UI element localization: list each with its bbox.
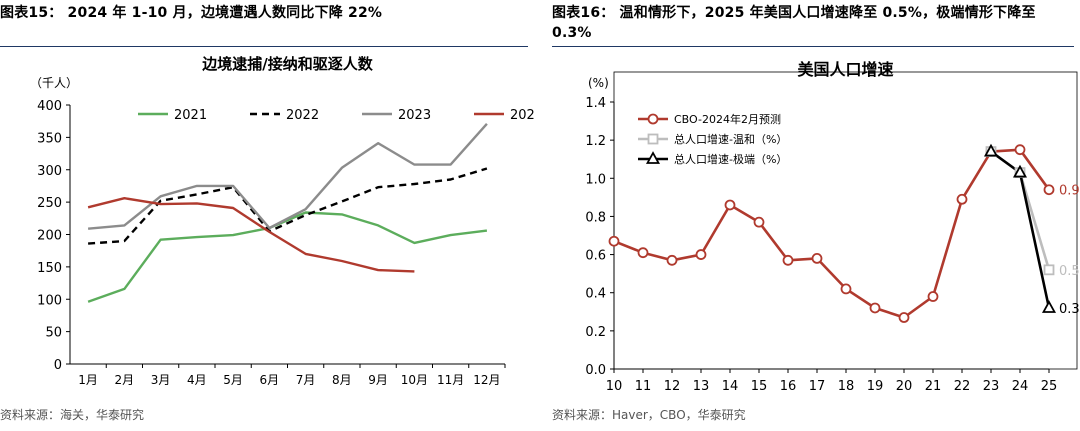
right-series-point-0 <box>898 312 910 323</box>
right-x-tick-label: 25 <box>1041 379 1058 394</box>
right-y-tick-label: 1.2 <box>585 134 606 149</box>
right-series-point-0 <box>1014 144 1026 156</box>
left-figure-title: 图表15： 2024 年 1-10 月，边境遭遇人数同比下降 22% <box>0 5 383 21</box>
right-series-point-2 <box>1041 300 1057 313</box>
left-x-tick-label: 4月 <box>187 373 207 387</box>
right-y-tick-label: 0.6 <box>585 249 606 264</box>
left-x-tick-label: 8月 <box>332 373 352 387</box>
right-legend-marker-1 <box>647 133 659 145</box>
right-series-point-2 <box>983 143 999 157</box>
right-x-tick-label: 12 <box>664 379 681 394</box>
left-series-line-2024 <box>87 197 415 273</box>
left-x-tick-label: 2月 <box>115 373 135 387</box>
right-x-tick-label: 17 <box>809 379 826 394</box>
right-legend-label-1: 总人口增速-温和（%） <box>674 132 787 146</box>
right-chart-title: 美国人口增速 <box>797 60 893 79</box>
right-x-tick-label: 19 <box>867 379 884 394</box>
right-legend-marker-2 <box>645 151 661 164</box>
right-x-tick-label: 10 <box>606 379 623 394</box>
right-x-tick-label: 18 <box>838 379 855 394</box>
left-source-note: 资料来源：海关，华泰研究 <box>0 408 145 422</box>
right-end-label: 0.9 <box>1059 184 1080 199</box>
right-series-point-0 <box>724 199 736 211</box>
left-title-rule <box>0 46 528 47</box>
left-y-tick-label: 250 <box>37 196 62 211</box>
left-x-tick-label: 6月 <box>260 373 280 387</box>
right-chart: 美国人口增速 (%) 0.0 0.2 0.4 0.6 0.8 1.0 1.2 1.4 10 11 12 1… <box>585 60 1080 394</box>
right-y-tick-label: 0.0 <box>585 363 606 378</box>
right-x-tick-label: 14 <box>722 379 739 394</box>
left-x-tick-label: 11月 <box>437 373 464 387</box>
right-x-tick-label: 16 <box>780 379 797 394</box>
right-series-point-0 <box>608 235 620 247</box>
left-x-tick-label: 7月 <box>296 373 316 387</box>
right-y-tick-label: 1.0 <box>585 172 606 187</box>
left-y-tick-label: 300 <box>37 164 62 179</box>
right-x-tick-label: 24 <box>1012 379 1029 394</box>
right-figure-panel: 图表16： 温和情形下，2025 年美国人口增速降至 0.5%，极端情形下降至 … <box>552 0 1080 431</box>
left-series-line-2022 <box>88 167 488 245</box>
right-figure-title: 图表16： 温和情形下，2025 年美国人口增速降至 0.5%，极端情形下降至 … <box>552 5 1036 41</box>
left-y-tick-label: 100 <box>37 293 62 308</box>
left-x-tick-label: 10月 <box>401 373 428 387</box>
left-legend-label-2024: 2024 <box>510 108 534 123</box>
right-title-rule <box>552 46 1074 47</box>
right-legend-label-0: CBO-2024年2月预测 <box>674 112 781 126</box>
right-series-point-0 <box>869 302 881 314</box>
left-chart-title: 边境逮捕/接纳和驱逐人数 <box>201 55 373 73</box>
right-series-point-0 <box>666 254 678 266</box>
right-series-point-2 <box>1012 164 1028 178</box>
right-x-tick-label: 13 <box>693 379 710 394</box>
right-y-tick-label: 0.2 <box>585 325 606 340</box>
left-legend-label-2023: 2023 <box>398 108 431 123</box>
right-legend-marker-0 <box>647 113 659 125</box>
right-x-tick-label: 23 <box>983 379 1000 394</box>
left-y-tick-label: 350 <box>37 131 62 146</box>
right-x-tick-label: 11 <box>635 379 652 394</box>
left-chart: 边境逮捕/接纳和驱逐人数 （千人） 0 50 100 150 200 250 300 350 400… <box>30 55 534 387</box>
left-legend-label-2021: 2021 <box>174 108 207 123</box>
right-series-point-0 <box>956 193 968 205</box>
right-unit-label: (%) <box>588 76 609 90</box>
right-series-point-0 <box>1043 184 1055 196</box>
right-series-line-0 <box>613 148 1051 319</box>
right-series-point-0 <box>840 283 852 295</box>
right-legend-label-2: 总人口增速-极端（%） <box>674 152 787 166</box>
right-end-label: 0.3 <box>1059 302 1080 317</box>
right-series-point-0 <box>753 216 765 228</box>
right-x-tick-label: 21 <box>925 379 942 394</box>
left-legend-label-2022: 2022 <box>286 108 319 123</box>
left-x-tick-label: 9月 <box>368 373 388 387</box>
right-source-note: 资料来源：Haver，CBO，华泰研究 <box>552 408 746 422</box>
right-x-tick-label: 22 <box>954 379 971 394</box>
left-x-tick-label: 12月 <box>473 373 500 387</box>
left-y-tick-label: 150 <box>37 261 62 276</box>
right-series-point-0 <box>927 291 939 302</box>
right-series-point-0 <box>637 247 649 259</box>
right-series-point-0 <box>695 249 707 260</box>
right-end-label: 0.5 <box>1059 264 1080 279</box>
left-y-tick-label: 400 <box>37 99 62 114</box>
right-y-tick-label: 1.4 <box>585 96 606 111</box>
right-x-tick-label: 15 <box>751 379 768 394</box>
left-series-line-2023 <box>87 123 488 230</box>
left-x-tick-label: 5月 <box>223 373 243 387</box>
right-y-tick-label: 0.4 <box>585 287 606 302</box>
right-y-tick-label: 0.8 <box>585 210 606 225</box>
right-series-point-1 <box>1043 264 1055 276</box>
right-series-point-0 <box>811 252 823 264</box>
right-x-tick-label: 20 <box>896 379 913 394</box>
left-figure-panel: 图表15： 2024 年 1-10 月，边境遭遇人数同比下降 22% 边境逮捕/… <box>0 0 534 431</box>
left-unit-label: （千人） <box>30 76 78 90</box>
left-y-tick-label: 200 <box>37 229 62 244</box>
left-x-tick-label: 3月 <box>151 373 171 387</box>
left-series-line-2021 <box>87 211 488 303</box>
left-x-tick-label: 1月 <box>78 373 98 387</box>
right-series-point-0 <box>782 254 794 266</box>
left-y-tick-label: 0 <box>54 358 62 373</box>
left-y-tick-label: 50 <box>45 326 62 341</box>
